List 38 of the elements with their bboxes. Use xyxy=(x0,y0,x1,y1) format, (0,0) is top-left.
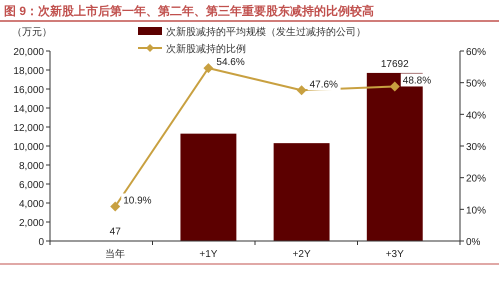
y2-tick-label: 30% xyxy=(466,142,486,153)
y-axis-title: （万元） xyxy=(12,27,52,38)
y2-tick-label: 50% xyxy=(466,78,486,90)
data-label: 47.6% xyxy=(310,79,338,90)
y-tick-label: 20,000 xyxy=(13,47,44,58)
data-label: 47 xyxy=(110,226,122,238)
x-tick-label: +3Y xyxy=(386,249,404,260)
point xyxy=(203,63,214,74)
data-label: 10.9% xyxy=(123,195,152,206)
x-tick-label: +2Y xyxy=(292,249,311,260)
y-tick-label: 14,000 xyxy=(13,104,44,115)
y2-tick-label: 40% xyxy=(466,110,486,122)
y-tick-label: 6,000 xyxy=(18,180,44,191)
point xyxy=(390,81,400,92)
point xyxy=(110,201,120,212)
x-tick-label: 当年 xyxy=(105,248,126,260)
y2-tick-label: 0% xyxy=(466,237,481,248)
y-tick-label: 0 xyxy=(38,237,44,248)
bar xyxy=(274,143,330,241)
y-tick-label: 12,000 xyxy=(13,123,44,134)
point xyxy=(296,85,307,96)
y-tick-label: 18,000 xyxy=(13,66,44,77)
y2-tick-label: 60% xyxy=(466,47,486,58)
data-label: 54.6% xyxy=(216,57,245,68)
data-label: 17692 xyxy=(380,58,410,70)
bar xyxy=(180,134,236,241)
y-tick-label: 2,000 xyxy=(18,218,44,229)
chart-title: 图 9：次新股上市后第一年、第二年、第三年重要股东减持的比例较高 xyxy=(4,4,374,18)
x-tick-label: +1Y xyxy=(199,249,218,260)
y2-tick-label: 10% xyxy=(466,205,486,216)
y-tick-label: 8,000 xyxy=(18,161,44,172)
y-tick-label: 4,000 xyxy=(18,199,44,210)
data-label: 48.8% xyxy=(402,75,432,86)
y-tick-label: 16,000 xyxy=(13,85,44,96)
legend-label: 次新股减持的平均规模（发生过减持的公司） xyxy=(166,26,366,38)
y-tick-label: 10,000 xyxy=(13,142,44,153)
legend-label: 次新股减持的比例 xyxy=(166,43,246,55)
y2-tick-label: 20% xyxy=(466,174,486,185)
